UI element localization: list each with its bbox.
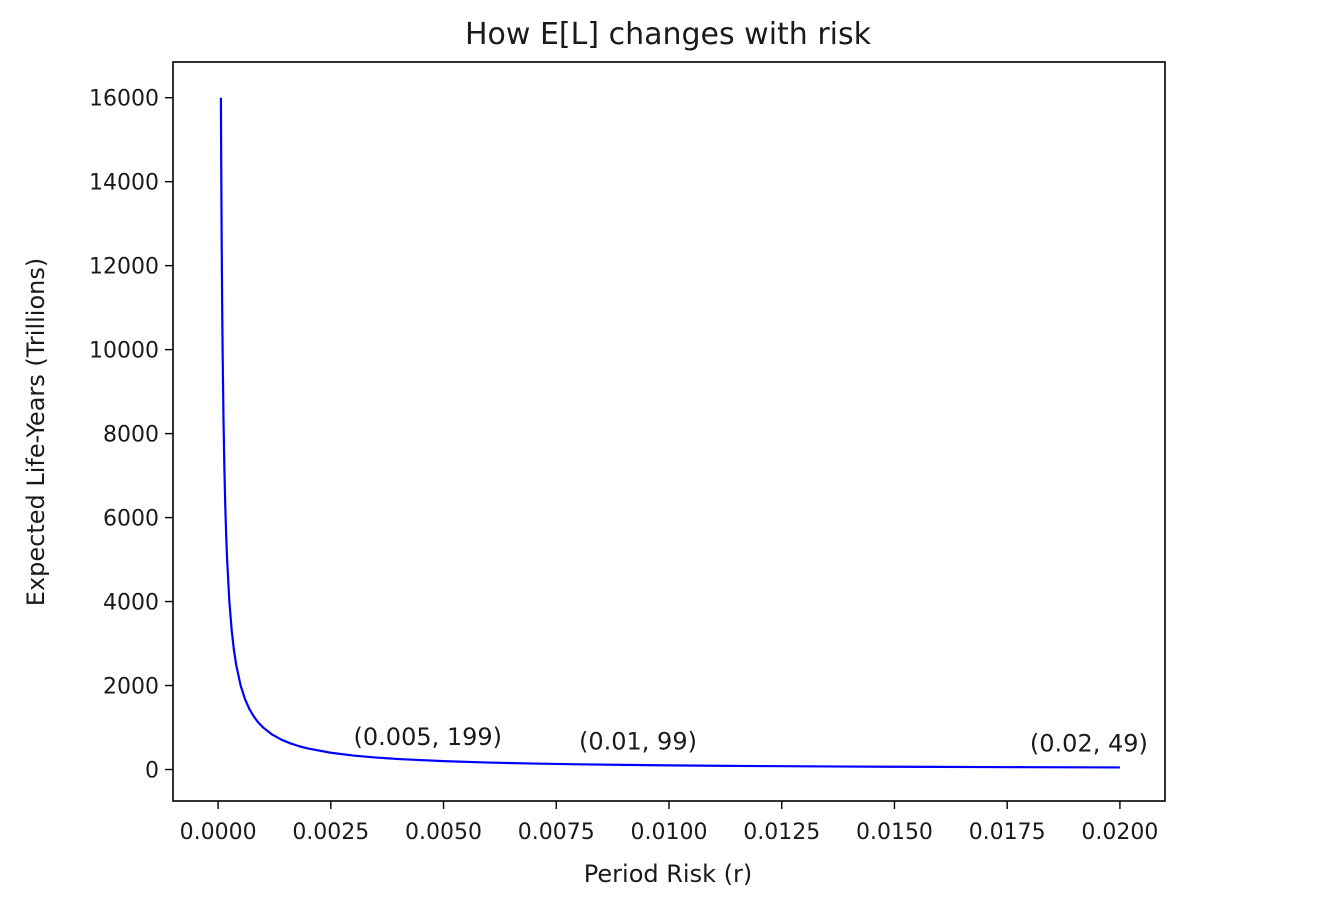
y-tick-label: 8000 — [103, 423, 159, 448]
y-tick-label: 2000 — [103, 675, 159, 700]
x-tick-label: 0.0150 — [856, 820, 933, 845]
x-tick-label: 0.0075 — [518, 820, 595, 845]
series-layer — [219, 97, 1120, 769]
point-annotation: (0.02, 49) — [1030, 729, 1148, 757]
y-tick-label: 0 — [145, 759, 159, 784]
y-tick-label: 16000 — [89, 87, 159, 112]
y-tick-label: 6000 — [103, 507, 159, 532]
point-annotation: (0.01, 99) — [579, 727, 697, 755]
y-tick-label: 12000 — [89, 255, 159, 280]
x-tick-label: 0.0200 — [1081, 820, 1158, 845]
y-tick-label: 14000 — [89, 171, 159, 196]
y-tick-label: 10000 — [89, 339, 159, 364]
y-axis: 0 2000 4000 6000 8000 10000 12000 14000 16000 — [89, 87, 173, 784]
plot-area — [172, 61, 1166, 802]
x-tick-label: 0.0100 — [631, 820, 708, 845]
x-axis-label: Period Risk (r) — [584, 860, 752, 888]
point-annotation: (0.005, 199) — [354, 723, 503, 751]
x-tick-label: 0.0050 — [405, 820, 482, 845]
x-tick-label: 0.0125 — [743, 820, 820, 845]
series-line — [219, 97, 1120, 769]
chart-title: How E[L] changes with risk — [465, 17, 872, 52]
x-tick-label: 0.0175 — [969, 820, 1046, 845]
y-axis-label: Expected Life-Years (Trillions) — [22, 258, 50, 606]
annotation-layer: (0.005, 199) (0.01, 99) (0.02, 49) — [354, 723, 1148, 757]
x-tick-label: 0.0000 — [180, 820, 257, 845]
x-tick-label: 0.0025 — [292, 820, 369, 845]
y-tick-label: 4000 — [103, 591, 159, 616]
x-axis: 0.0000 0.0025 0.0050 0.0075 0.0100 0.0125 0.01… — [180, 801, 1158, 845]
